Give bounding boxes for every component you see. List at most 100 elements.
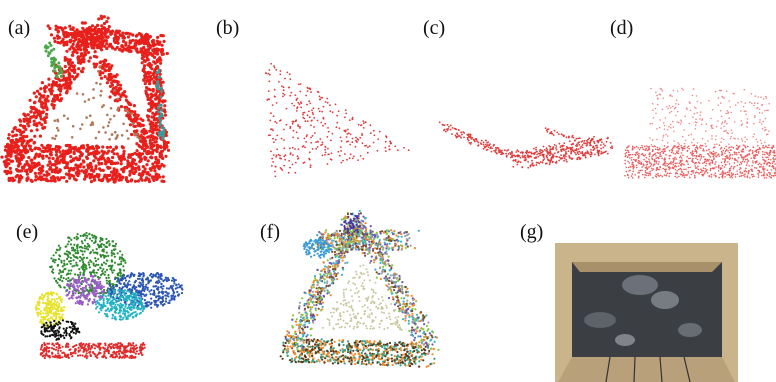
point	[486, 145, 488, 147]
point	[697, 147, 699, 149]
point	[682, 149, 684, 151]
point	[97, 70, 100, 73]
point	[560, 147, 562, 149]
point	[740, 110, 742, 112]
point	[662, 176, 664, 178]
point	[58, 170, 61, 173]
point	[762, 159, 764, 161]
point	[390, 142, 392, 144]
point	[69, 237, 71, 239]
point	[155, 158, 158, 161]
point	[758, 164, 760, 166]
point	[708, 159, 710, 161]
point	[74, 237, 76, 239]
point	[44, 147, 47, 150]
point	[29, 145, 32, 148]
point	[649, 156, 651, 158]
point	[271, 158, 273, 160]
point	[128, 173, 131, 176]
point	[655, 148, 657, 150]
point	[45, 50, 48, 53]
point	[450, 125, 452, 127]
point	[681, 121, 683, 123]
point	[60, 260, 62, 262]
point	[721, 147, 723, 149]
point	[22, 130, 25, 133]
point	[624, 163, 626, 165]
panel-label: (d)	[610, 17, 633, 39]
point	[740, 175, 742, 177]
point	[447, 124, 449, 126]
point	[106, 252, 108, 254]
point	[67, 72, 70, 75]
point	[742, 172, 744, 174]
point	[93, 175, 96, 178]
point	[720, 102, 722, 104]
point	[669, 112, 671, 114]
point	[649, 160, 651, 162]
point	[631, 157, 633, 159]
point	[656, 95, 658, 97]
point	[726, 155, 728, 157]
point	[82, 235, 84, 237]
point	[127, 162, 130, 165]
point	[116, 83, 119, 86]
point	[69, 252, 71, 254]
point	[108, 121, 111, 124]
point	[123, 90, 126, 93]
point	[715, 152, 717, 154]
point	[157, 71, 160, 74]
point	[161, 290, 163, 292]
point	[56, 127, 59, 130]
point	[759, 147, 761, 149]
point	[147, 282, 149, 284]
point	[624, 160, 626, 162]
point	[68, 270, 70, 272]
point	[308, 100, 310, 102]
point	[95, 145, 98, 148]
point	[299, 91, 301, 93]
point	[64, 264, 66, 266]
point	[724, 176, 726, 178]
point	[158, 41, 161, 44]
point	[26, 173, 29, 176]
point	[16, 174, 19, 177]
point	[272, 130, 274, 132]
point	[66, 150, 69, 153]
point	[672, 121, 674, 123]
point	[690, 152, 692, 154]
point	[178, 283, 180, 285]
point	[156, 60, 159, 63]
point	[75, 178, 78, 181]
point	[675, 103, 677, 105]
point	[598, 153, 600, 155]
point	[741, 150, 743, 152]
point	[89, 114, 92, 117]
point	[70, 243, 72, 245]
point	[450, 129, 452, 131]
point	[317, 141, 319, 143]
point	[73, 244, 75, 246]
point	[93, 264, 95, 266]
point	[693, 139, 695, 141]
point	[101, 71, 104, 74]
point	[331, 152, 333, 154]
point	[85, 41, 88, 44]
point	[266, 99, 268, 101]
point	[445, 131, 447, 133]
point	[59, 90, 62, 93]
point	[71, 247, 73, 249]
point	[571, 144, 573, 146]
point	[675, 115, 677, 117]
point	[728, 100, 730, 102]
point	[664, 145, 666, 147]
point	[569, 157, 571, 159]
point	[480, 142, 482, 144]
point	[283, 86, 285, 88]
point	[463, 132, 465, 134]
point	[99, 240, 101, 242]
point	[632, 171, 634, 173]
point	[604, 145, 606, 147]
point	[486, 149, 488, 151]
point	[711, 152, 713, 154]
